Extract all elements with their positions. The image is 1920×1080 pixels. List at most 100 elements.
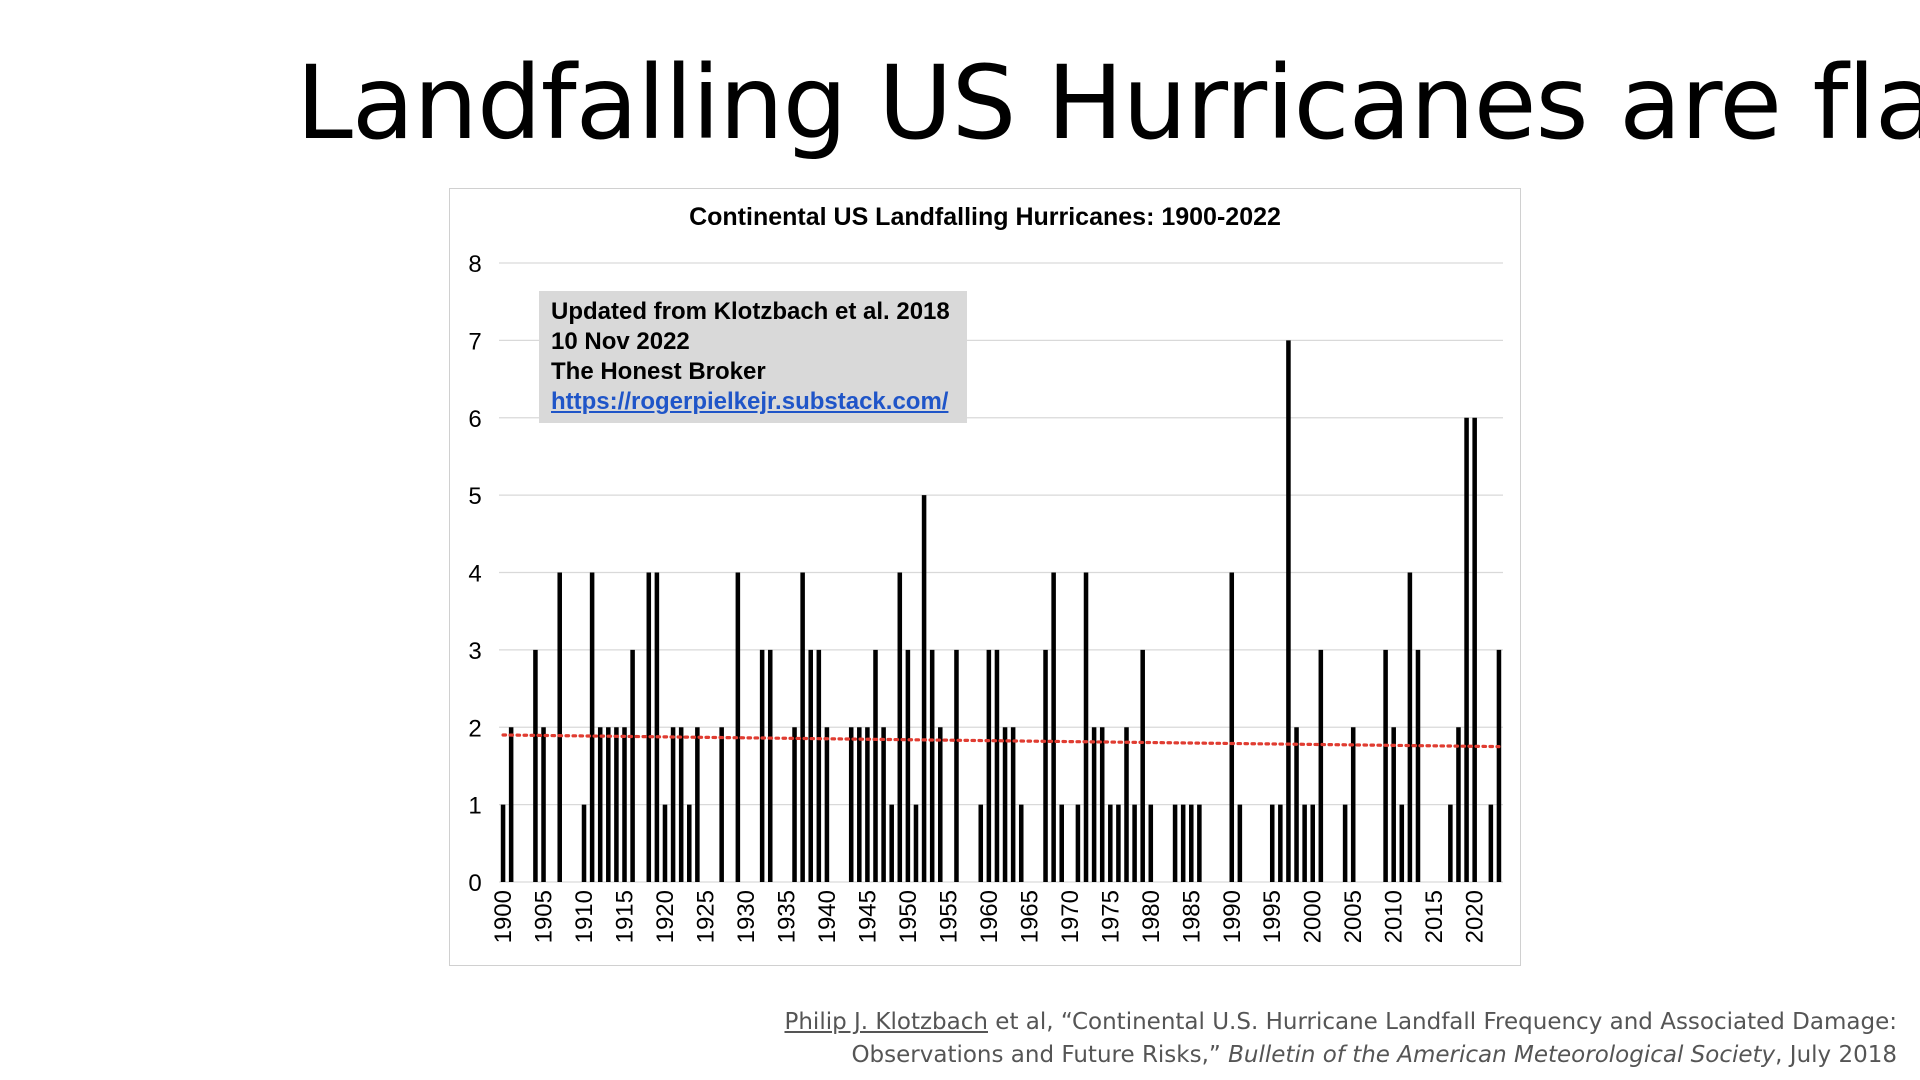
x-tick-label: 1950 (895, 890, 922, 943)
y-tick-label: 1 (468, 793, 481, 820)
bar-1916 (630, 649, 635, 882)
x-tick-label: 1960 (976, 890, 1003, 943)
bar-1927 (719, 727, 724, 882)
bar-2013 (1415, 649, 1421, 882)
x-tick-label: 1905 (531, 890, 558, 943)
bar-1939 (816, 649, 822, 882)
bar-1950 (905, 649, 911, 882)
bar-1980 (1148, 804, 1154, 882)
bar-2017 (1448, 804, 1453, 882)
bar-1971 (1075, 804, 1081, 882)
bar-1910 (581, 804, 587, 882)
x-tick-label: 2020 (1462, 890, 1489, 943)
bar-2022 (1488, 804, 1494, 882)
x-tick-label: 1965 (1016, 890, 1043, 943)
bar-1912 (597, 727, 603, 882)
bar-1946 (873, 649, 878, 882)
substack-link[interactable]: https://rogerpielkejr.substack.com/ (551, 388, 949, 415)
bar-2012 (1407, 572, 1413, 882)
bar-1995 (1269, 804, 1275, 882)
bar-2018 (1456, 727, 1461, 882)
bar-1923 (687, 804, 692, 882)
bars (500, 340, 1502, 882)
bar-1968 (1051, 572, 1056, 882)
x-tick-label: 2010 (1381, 890, 1408, 943)
bar-1969 (1059, 804, 1064, 882)
x-tick-label: 1900 (490, 890, 517, 943)
x-tick-label: 1975 (1097, 890, 1124, 943)
bar-1976 (1116, 804, 1121, 882)
bar-1929 (735, 572, 741, 882)
bar-1924 (695, 727, 700, 882)
x-tick-label: 1920 (652, 890, 679, 943)
bar-2005 (1350, 727, 1356, 882)
bar-2009 (1383, 649, 1388, 882)
bar-1911 (589, 572, 595, 882)
y-tick-label: 0 (468, 870, 481, 897)
bar-1940 (824, 727, 830, 882)
bar-2004 (1342, 804, 1348, 882)
bar-1921 (670, 727, 676, 882)
bar-1915 (622, 727, 627, 882)
bar-1962 (1002, 727, 1008, 882)
bar-1945 (865, 727, 870, 882)
bar-1951 (913, 804, 919, 882)
bar-1918 (646, 572, 652, 882)
bar-1936 (792, 727, 797, 882)
citation-line-2: Observations and Future Risks,” Bulletin… (784, 1039, 1897, 1072)
bar-1949 (897, 572, 903, 882)
bar-1999 (1302, 804, 1307, 882)
x-tick-label: 1925 (692, 890, 719, 943)
bar-1998 (1294, 727, 1299, 882)
bar-1953 (929, 649, 935, 882)
citation-author-link[interactable]: Philip J. Klotzbach (784, 1009, 988, 1035)
bar-2000 (1310, 804, 1315, 882)
x-tick-label: 1985 (1178, 890, 1205, 943)
x-tick-label: 1970 (1057, 890, 1084, 943)
x-tick-label: 1930 (733, 890, 760, 943)
x-tick-label: 2015 (1421, 890, 1448, 943)
bar-2010 (1391, 727, 1396, 882)
y-tick-label: 8 (468, 251, 481, 278)
bar-1978 (1132, 804, 1137, 882)
bar-1954 (938, 727, 943, 882)
bar-1933 (767, 649, 773, 882)
y-tick-label: 6 (468, 406, 481, 433)
bar-1956 (954, 649, 959, 882)
bar-1905 (541, 727, 546, 882)
notice-line-publication: The Honest Broker (551, 358, 766, 385)
bar-2020 (1472, 417, 1477, 882)
bar-1900 (500, 804, 506, 882)
bar-1937 (800, 572, 805, 882)
bar-1964 (1018, 804, 1024, 882)
x-tick-label: 2005 (1340, 890, 1367, 943)
bar-1967 (1043, 649, 1048, 882)
bar-1979 (1140, 649, 1145, 882)
x-tick-label: 1980 (1138, 890, 1165, 943)
x-axis-ticks: 1900 1905 1910 1915 1920 1925 1930 1935 1940 1945… (490, 890, 1489, 943)
bar-1963 (1010, 727, 1016, 882)
bar-2019 (1464, 417, 1469, 882)
bar-2023 (1496, 649, 1502, 882)
bar-1959 (978, 804, 984, 882)
bar-1986 (1197, 804, 1202, 882)
bar-1990 (1229, 572, 1235, 882)
citation-line2-end: , July 2018 (1775, 1042, 1897, 1068)
notice-line-source: Updated from Klotzbach et al. 2018 (551, 298, 950, 325)
bar-1952 (921, 495, 927, 882)
x-tick-label: 1910 (571, 890, 598, 943)
y-tick-label: 5 (468, 483, 481, 510)
bar-1901 (508, 727, 514, 882)
bar-1974 (1099, 727, 1105, 882)
x-tick-label: 1990 (1219, 890, 1246, 943)
bar-1997 (1286, 340, 1291, 882)
y-tick-label: 2 (468, 715, 481, 742)
bar-1920 (662, 804, 668, 882)
y-tick-label: 7 (468, 328, 481, 355)
chart-canvas: Continental US Landfalling Hurricanes: 1… (468, 203, 1503, 943)
bar-1932 (759, 649, 765, 882)
x-tick-label: 1995 (1259, 890, 1286, 943)
bar-1913 (606, 727, 611, 882)
bar-1961 (994, 649, 1000, 882)
bar-1914 (614, 727, 619, 882)
